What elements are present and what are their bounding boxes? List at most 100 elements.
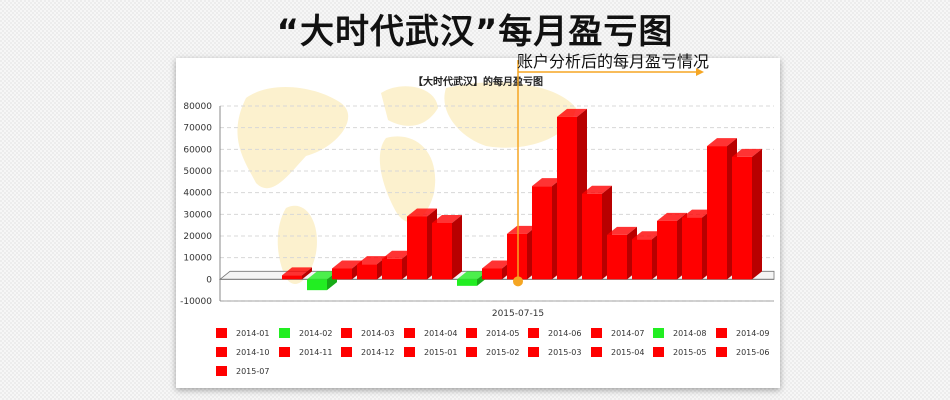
monthly-pnl-chart: 【大时代武汉】的每月盈亏图 -10000 0 10000 20000 30000 4000… bbox=[180, 60, 775, 376]
legend: 2014-01 2014-02 2014-03 2014-04 2014-05 2014-… bbox=[216, 328, 769, 376]
bar-front bbox=[282, 275, 302, 280]
legend-item-2015-04: 2015-04 bbox=[591, 347, 644, 357]
bar-front bbox=[582, 193, 602, 280]
legend-label: 2014-08 bbox=[673, 329, 706, 338]
legend-label: 2014-09 bbox=[736, 329, 769, 338]
legend-label: 2015-06 bbox=[736, 348, 769, 357]
legend-item-2014-12: 2014-12 bbox=[341, 347, 394, 357]
chart-title: 【大时代武汉】的每月盈亏图 bbox=[413, 75, 543, 88]
y-tick-label: 30000 bbox=[183, 210, 212, 220]
bar-front bbox=[632, 239, 652, 280]
legend-item-2014-08: 2014-08 bbox=[653, 328, 706, 338]
bar-top bbox=[532, 178, 562, 187]
legend-swatch bbox=[528, 328, 539, 338]
legend-swatch bbox=[528, 347, 539, 357]
legend-label: 2015-03 bbox=[548, 348, 581, 357]
legend-label: 2014-11 bbox=[299, 348, 332, 357]
y-tick-label: 80000 bbox=[183, 102, 212, 112]
legend-label: 2014-04 bbox=[424, 329, 457, 338]
bar-side bbox=[752, 148, 762, 280]
legend-item-2014-10: 2014-10 bbox=[216, 347, 269, 357]
map-landmass bbox=[237, 87, 349, 189]
y-tick-label: 0 bbox=[206, 275, 212, 285]
legend-swatch bbox=[653, 328, 664, 338]
legend-swatch bbox=[466, 328, 477, 338]
bar-front bbox=[457, 279, 477, 286]
bar-front bbox=[432, 223, 452, 280]
legend-swatch bbox=[341, 347, 352, 357]
legend-swatch bbox=[716, 328, 727, 338]
legend-label: 2014-01 bbox=[236, 329, 269, 338]
bar-top bbox=[557, 108, 587, 117]
legend-label: 2014-05 bbox=[486, 329, 519, 338]
y-tick-label: 70000 bbox=[183, 124, 212, 134]
y-tick-label: 40000 bbox=[183, 189, 212, 199]
y-tick-label: 50000 bbox=[183, 167, 212, 177]
bar-side bbox=[452, 215, 462, 280]
bar-front bbox=[657, 220, 677, 280]
legend-swatch bbox=[216, 328, 227, 338]
bar-front bbox=[607, 234, 627, 280]
bar-2014-07 bbox=[432, 215, 462, 280]
bars bbox=[282, 108, 762, 291]
legend-swatch bbox=[404, 328, 415, 338]
legend-swatch bbox=[279, 328, 290, 338]
legend-item-2015-07: 2015-07 bbox=[216, 366, 269, 376]
bar-front bbox=[357, 264, 377, 280]
bar-front bbox=[732, 156, 752, 280]
bar-front bbox=[682, 217, 702, 280]
legend-label: 2014-03 bbox=[361, 329, 394, 338]
bar-front bbox=[557, 116, 577, 280]
legend-item-2014-03: 2014-03 bbox=[341, 328, 394, 338]
legend-item-2014-04: 2014-04 bbox=[404, 328, 457, 338]
bar-front bbox=[507, 233, 527, 280]
legend-item-2014-02: 2014-02 bbox=[279, 328, 332, 338]
y-tick-label: -10000 bbox=[180, 297, 212, 307]
bar-top bbox=[457, 271, 487, 280]
map-landmass bbox=[277, 205, 317, 284]
bar-front bbox=[307, 279, 327, 291]
world-map-watermark bbox=[237, 82, 576, 284]
bar-front bbox=[382, 258, 402, 280]
legend-item-2015-01: 2015-01 bbox=[404, 347, 457, 357]
legend-item-2015-03: 2015-03 bbox=[528, 347, 581, 357]
legend-label: 2015-07 bbox=[236, 367, 269, 376]
legend-label: 2015-02 bbox=[486, 348, 519, 357]
legend-label: 2014-07 bbox=[611, 329, 644, 338]
legend-label: 2015-04 bbox=[611, 348, 644, 357]
bar-top bbox=[357, 256, 387, 265]
legend-swatch bbox=[466, 347, 477, 357]
bar-top bbox=[732, 148, 762, 157]
legend-label: 2014-02 bbox=[299, 329, 332, 338]
legend-item-2014-09: 2014-09 bbox=[716, 328, 769, 338]
legend-item-2015-05: 2015-05 bbox=[653, 347, 706, 357]
legend-item-2014-05: 2014-05 bbox=[466, 328, 519, 338]
bar-front bbox=[482, 268, 502, 280]
bar-top bbox=[307, 271, 337, 280]
bar-2014-01 bbox=[282, 267, 312, 280]
y-tick-label: 10000 bbox=[183, 254, 212, 264]
bar-front bbox=[332, 268, 352, 280]
map-landmass bbox=[444, 82, 576, 148]
chart-panel: 【大时代武汉】的每月盈亏图 -10000 0 10000 20000 30000 4000… bbox=[176, 58, 780, 388]
y-axis: -10000 0 10000 20000 30000 40000 50000 60000 700… bbox=[180, 102, 221, 307]
bar-top bbox=[282, 267, 312, 276]
legend-swatch bbox=[591, 328, 602, 338]
y-tick-label: 20000 bbox=[183, 232, 212, 242]
bar-2015-07 bbox=[732, 148, 762, 280]
bar-top bbox=[707, 138, 737, 147]
legend-swatch bbox=[216, 366, 227, 376]
legend-swatch bbox=[279, 347, 290, 357]
legend-label: 2015-01 bbox=[424, 348, 457, 357]
map-landmass bbox=[379, 136, 436, 223]
legend-swatch bbox=[716, 347, 727, 357]
legend-item-2014-06: 2014-06 bbox=[528, 328, 581, 338]
legend-swatch bbox=[341, 328, 352, 338]
legend-swatch bbox=[591, 347, 602, 357]
bar-side bbox=[302, 267, 312, 280]
legend-item-2014-07: 2014-07 bbox=[591, 328, 644, 338]
legend-item-2014-01: 2014-01 bbox=[216, 328, 269, 338]
legend-label: 2014-06 bbox=[548, 329, 581, 338]
connector-arrow bbox=[696, 68, 704, 76]
date-marker: 2015-07-15 bbox=[492, 60, 704, 319]
